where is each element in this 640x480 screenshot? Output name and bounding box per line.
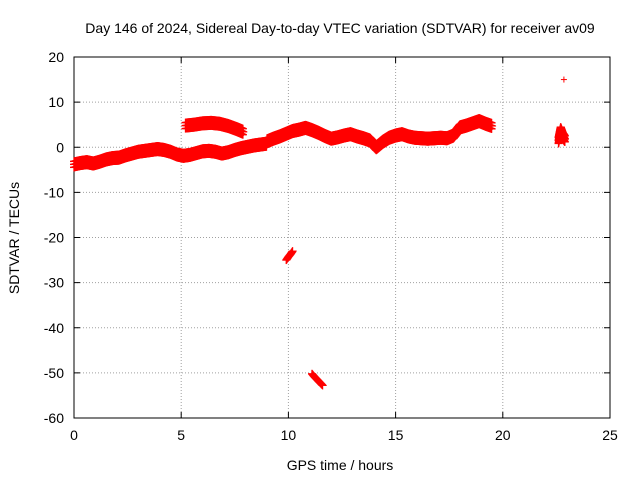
x-tick-label: 10	[281, 427, 297, 443]
x-axis-label: GPS time / hours	[287, 457, 394, 473]
x-tick-label: 25	[602, 427, 618, 443]
data-point	[488, 122, 497, 131]
data-point	[318, 381, 327, 390]
y-tick-label: -50	[44, 365, 64, 381]
outlier-cluster-1	[282, 247, 297, 265]
y-tick-label: 0	[56, 139, 64, 155]
y-axis-label: SDTVAR / TECUs	[6, 182, 22, 294]
data-point	[560, 135, 569, 144]
data-point	[560, 76, 567, 83]
y-tick-label: 10	[48, 94, 64, 110]
axis-ticks: 0 5 10 15 20 25 -60 -50 -40 -30 -20 -10 0 10 20	[44, 49, 618, 443]
x-tick-label: 15	[388, 427, 404, 443]
y-tick-label: 20	[48, 49, 64, 65]
x-tick-label: 20	[495, 427, 511, 443]
y-tick-label: -60	[44, 410, 64, 426]
y-tick-label: -20	[44, 230, 64, 246]
data-points	[70, 76, 569, 390]
data-point	[288, 247, 297, 256]
y-tick-label: -30	[44, 275, 64, 291]
x-tick-label: 5	[177, 427, 185, 443]
late-cluster	[554, 123, 569, 148]
data-point	[239, 127, 248, 136]
y-tick-label: -10	[44, 184, 64, 200]
x-tick-label: 0	[70, 427, 78, 443]
chart-title: Day 146 of 2024, Sidereal Day-to-day VTE…	[85, 20, 595, 36]
main-trace-early	[70, 136, 271, 172]
grid-lines	[74, 57, 610, 418]
y-tick-label: -40	[44, 320, 64, 336]
main-trace-late	[262, 114, 496, 155]
main-trace-arc	[181, 115, 247, 139]
